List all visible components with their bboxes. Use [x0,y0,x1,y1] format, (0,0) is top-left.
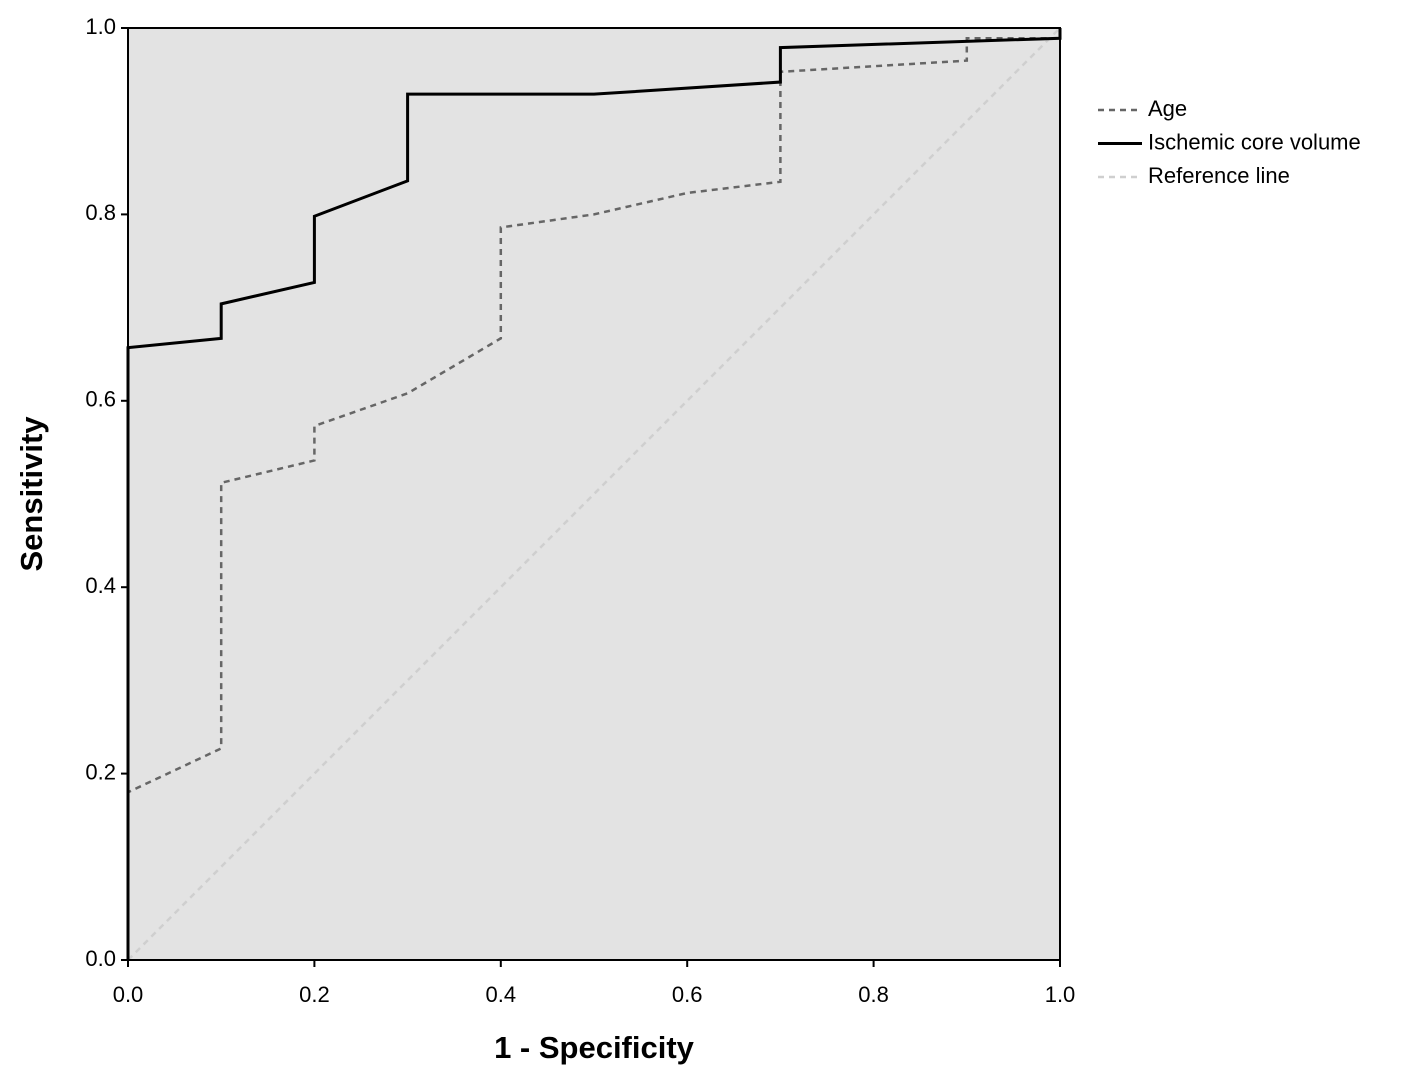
y-tick-label: 0.8 [85,200,116,225]
x-tick-label: 0.6 [672,982,703,1007]
plot-frame [127,27,1061,961]
x-tick-label: 1.0 [1045,982,1076,1007]
y-tick-label: 0.4 [85,573,116,598]
legend-label: Reference line [1148,163,1290,188]
x-tick-label: 0.2 [299,982,330,1007]
x-axis-title: 1 - Specificity [494,1030,695,1065]
series-line [126,28,1062,960]
plot-area [128,28,1060,960]
series-line [126,28,1062,960]
x-tick-label: 0.0 [113,982,144,1007]
legend-label: Age [1148,96,1187,121]
y-tick-label: 0.0 [85,946,116,971]
y-tick-label: 1.0 [85,14,116,39]
y-tick-label: 0.2 [85,759,116,784]
y-axis-title: Sensitivity [14,416,49,572]
y-tick-label: 0.6 [85,387,116,412]
x-tick-label: 0.8 [858,982,889,1007]
legend-label: Ischemic core volume [1148,129,1361,154]
x-tick-label: 0.4 [486,982,517,1007]
